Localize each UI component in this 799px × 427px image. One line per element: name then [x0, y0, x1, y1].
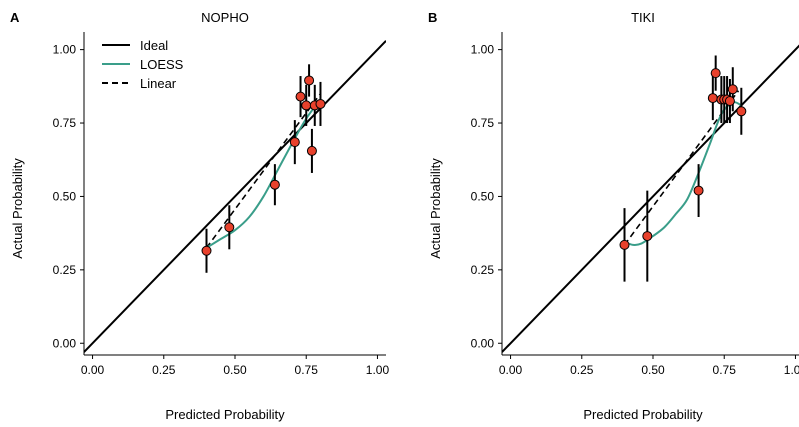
data-point — [306, 145, 317, 156]
y-tick-label: 0.75 — [53, 116, 77, 130]
y-tick-label: 1.00 — [471, 43, 495, 57]
loess-curve — [205, 98, 322, 249]
panel-title: TIKI — [631, 10, 655, 25]
linear-fit-line — [623, 90, 740, 246]
x-tick-label: 1.00 — [784, 363, 799, 377]
x-tick-label: 0.25 — [570, 363, 594, 377]
panel-a: A NOPHO 0.00 0.25 0.50 0.75 1.00 0.00 0.25 0.50 0.… — [10, 10, 389, 422]
x-tick-label: 0.50 — [641, 363, 665, 377]
data-point — [710, 68, 721, 79]
data-point — [304, 75, 315, 86]
data-point — [224, 222, 235, 233]
data-point — [642, 231, 653, 242]
data-point — [707, 93, 718, 104]
x-tick-label: 0.00 — [499, 363, 523, 377]
data-point — [269, 179, 280, 190]
data-point — [727, 84, 738, 95]
y-tick-label: 0.25 — [53, 263, 77, 277]
legend-label: Linear — [140, 76, 177, 91]
y-tick-label: 0.50 — [53, 189, 77, 203]
data-point — [289, 137, 300, 148]
data-point — [619, 239, 630, 250]
x-tick-label: 0.00 — [81, 363, 105, 377]
legend-label: Ideal — [140, 38, 168, 53]
x-tick-label: 0.25 — [152, 363, 176, 377]
x-tick-label: 0.75 — [295, 363, 319, 377]
y-tick-label: 0.50 — [471, 189, 495, 203]
panel-b: B TIKI 0.00 0.25 0.50 0.75 1.00 0.00 0.25 0.50 0.7… — [428, 10, 799, 422]
x-tick-label: 1.00 — [366, 363, 390, 377]
ideal-line — [84, 40, 386, 353]
y-axis-title: Actual Probability — [428, 158, 443, 259]
data-point — [736, 106, 747, 117]
legend: Ideal LOESS Linear — [102, 38, 184, 91]
ideal-line — [502, 44, 799, 353]
data-point — [724, 96, 735, 107]
y-tick-label: 0.00 — [471, 336, 495, 350]
data-point — [295, 91, 306, 102]
plot-area — [502, 44, 799, 353]
panel-title: NOPHO — [201, 10, 249, 25]
panel-letter: A — [10, 10, 20, 25]
x-tick-label: 0.50 — [223, 363, 247, 377]
linear-fit-line — [205, 93, 322, 249]
y-tick-label: 0.00 — [53, 336, 77, 350]
x-axis-title: Predicted Probability — [165, 407, 285, 422]
y-tick-label: 1.00 — [53, 43, 77, 57]
y-tick-label: 0.75 — [471, 116, 495, 130]
x-tick-label: 0.75 — [713, 363, 737, 377]
plot-area — [84, 40, 386, 353]
y-axis-title: Actual Probability — [10, 158, 25, 259]
x-axis-title: Predicted Probability — [583, 407, 703, 422]
data-point — [693, 185, 704, 196]
data-point — [201, 245, 212, 256]
data-point — [301, 100, 312, 111]
data-point — [315, 98, 326, 109]
panel-letter: B — [428, 10, 437, 25]
y-tick-label: 0.25 — [471, 263, 495, 277]
legend-label: LOESS — [140, 57, 184, 72]
